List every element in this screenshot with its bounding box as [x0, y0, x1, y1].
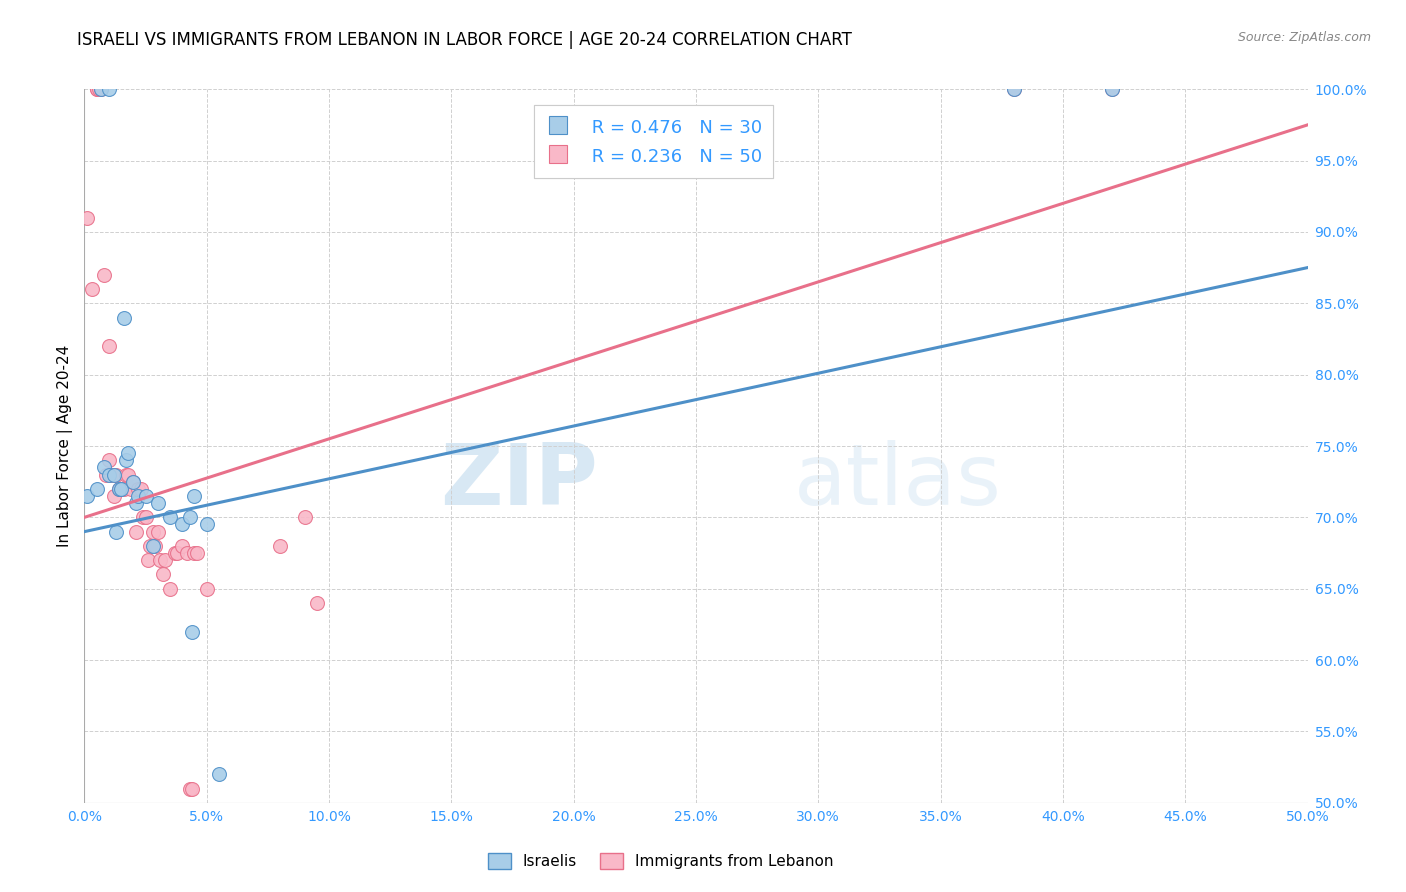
Point	[139, 539, 162, 553]
Point	[269, 539, 291, 553]
Point	[172, 517, 194, 532]
Point	[100, 467, 122, 482]
Point	[90, 82, 112, 96]
Point	[107, 482, 129, 496]
Point	[86, 482, 108, 496]
Point	[86, 82, 108, 96]
Point	[97, 467, 120, 482]
Point	[96, 467, 118, 482]
Point	[117, 446, 139, 460]
Point	[195, 582, 218, 596]
Point	[112, 310, 135, 325]
Point	[112, 482, 135, 496]
Point	[305, 596, 328, 610]
Point	[143, 539, 166, 553]
Point	[115, 467, 138, 482]
Point	[1101, 82, 1123, 96]
Point	[179, 781, 201, 796]
Point	[80, 282, 103, 296]
Point	[87, 82, 110, 96]
Point	[105, 524, 128, 539]
Point	[105, 467, 128, 482]
Point	[142, 524, 165, 539]
Legend: Israelis, Immigrants from Lebanon: Israelis, Immigrants from Lebanon	[482, 847, 839, 875]
Point	[127, 489, 149, 503]
Y-axis label: In Labor Force | Age 20-24: In Labor Force | Age 20-24	[58, 345, 73, 547]
Point	[159, 510, 181, 524]
Text: ISRAELI VS IMMIGRANTS FROM LEBANON IN LABOR FORCE | AGE 20-24 CORRELATION CHART: ISRAELI VS IMMIGRANTS FROM LEBANON IN LA…	[77, 31, 852, 49]
Point	[132, 510, 155, 524]
Point	[179, 510, 201, 524]
Point	[159, 582, 181, 596]
Point	[93, 268, 115, 282]
Point	[166, 546, 188, 560]
Point	[90, 82, 112, 96]
Point	[152, 567, 174, 582]
Legend:  R = 0.476   N = 30,  R = 0.236   N = 50: R = 0.476 N = 30, R = 0.236 N = 50	[534, 105, 773, 178]
Point	[115, 453, 138, 467]
Point	[125, 496, 148, 510]
Point	[76, 211, 98, 225]
Point	[76, 489, 98, 503]
Point	[97, 453, 120, 467]
Point	[97, 82, 120, 96]
Point	[122, 475, 145, 489]
Point	[1002, 82, 1025, 96]
Point	[183, 489, 205, 503]
Point	[1002, 82, 1025, 96]
Point	[135, 489, 157, 503]
Point	[181, 781, 204, 796]
Point	[125, 524, 148, 539]
Text: Source: ZipAtlas.com: Source: ZipAtlas.com	[1237, 31, 1371, 45]
Point	[195, 517, 218, 532]
Point	[129, 482, 152, 496]
Point	[1101, 82, 1123, 96]
Point	[136, 553, 159, 567]
Point	[110, 482, 132, 496]
Point	[208, 767, 231, 781]
Point	[172, 539, 194, 553]
Text: ZIP: ZIP	[440, 440, 598, 524]
Point	[103, 467, 125, 482]
Point	[93, 460, 115, 475]
Point	[294, 510, 316, 524]
Point	[117, 467, 139, 482]
Point	[183, 546, 205, 560]
Point	[153, 553, 176, 567]
Point	[149, 553, 172, 567]
Point	[107, 482, 129, 496]
Point	[163, 546, 186, 560]
Point	[122, 475, 145, 489]
Point	[86, 82, 108, 96]
Point	[146, 524, 169, 539]
Point	[181, 624, 204, 639]
Point	[135, 510, 157, 524]
Point	[186, 546, 208, 560]
Point	[127, 482, 149, 496]
Point	[176, 546, 198, 560]
Point	[142, 539, 165, 553]
Text: atlas: atlas	[794, 440, 1002, 524]
Point	[120, 482, 142, 496]
Point	[146, 496, 169, 510]
Point	[110, 482, 132, 496]
Point	[97, 339, 120, 353]
Point	[103, 489, 125, 503]
